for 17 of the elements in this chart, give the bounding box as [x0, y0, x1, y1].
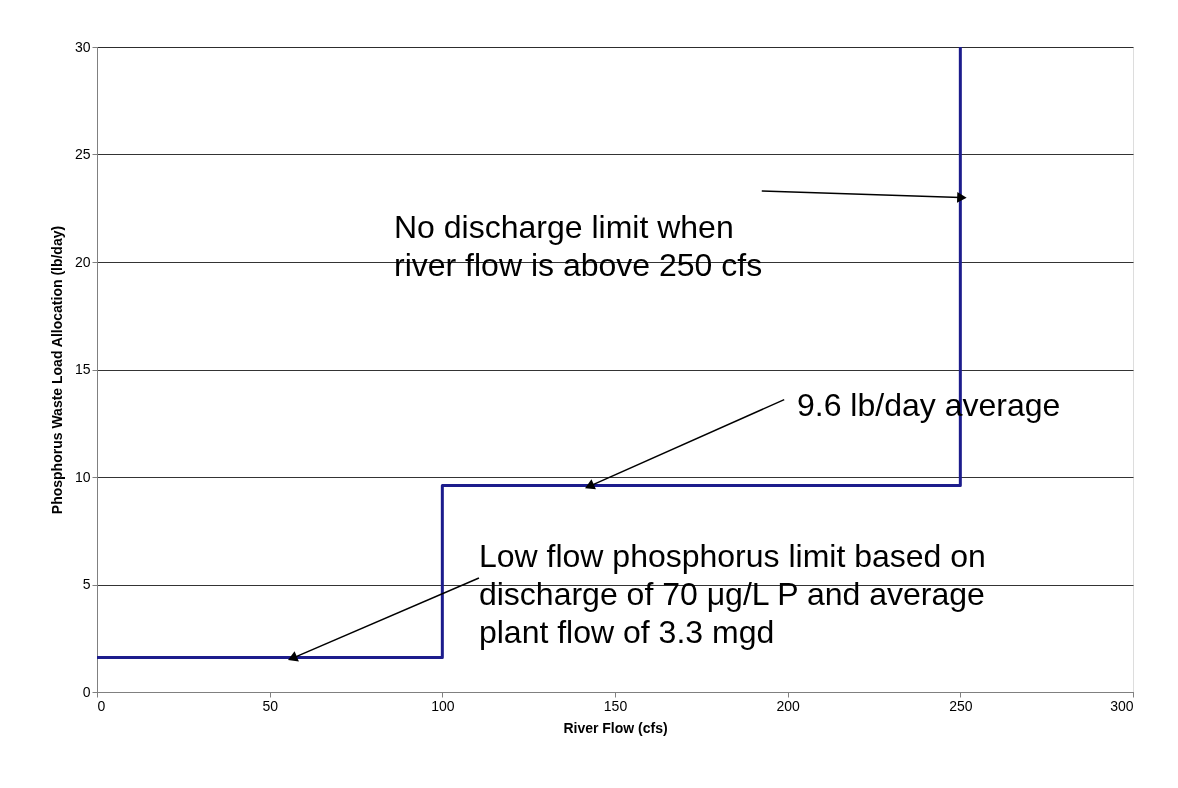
x-tick-label: 200 [776, 697, 801, 714]
x-axis-title: River Flow (cfs) [563, 719, 668, 736]
annotation: Low flow phosphorus limit based on discharge of 70 μg/L P and average plant flow of 3.3 mgd [478, 537, 986, 650]
x-tick-label: 0 [97, 697, 106, 714]
y-tick-label: 5 [82, 576, 91, 592]
x-tick-label: 50 [262, 697, 279, 714]
x-tick-label: 300 [1110, 697, 1134, 714]
y-tick-label: 20 [74, 253, 91, 270]
y-axis-title: Phosphorus Waste Load Allocation (lb/day) [48, 225, 65, 515]
y-tick-label: 10 [74, 468, 91, 485]
x-tick-label: 150 [603, 697, 628, 714]
x-tick-label: 100 [431, 697, 455, 714]
y-tick-label: 25 [74, 146, 91, 162]
y-tick-label: 30 [74, 38, 91, 55]
x-tick-label: 250 [949, 697, 973, 714]
y-tick-label: 15 [74, 361, 91, 377]
y-tick-label: 0 [82, 683, 91, 700]
